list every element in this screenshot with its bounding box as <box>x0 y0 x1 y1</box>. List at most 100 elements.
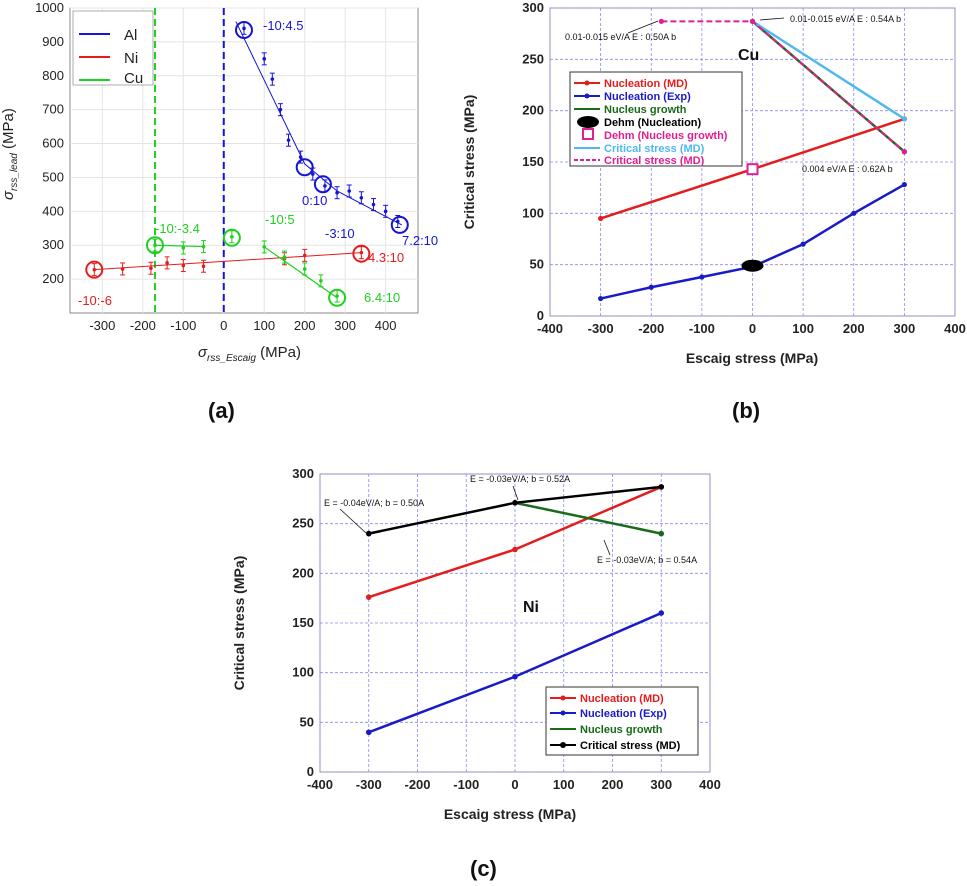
c-point-0 <box>512 546 518 553</box>
c-x-tick-label: 200 <box>602 777 624 792</box>
c-point-3 <box>512 500 518 506</box>
a-y-tick-label: 500 <box>42 169 64 184</box>
ticks-c: -400 -300 -200 -100 0 100 200 300 400 0 50 100 150 20… <box>292 466 721 792</box>
b-point-1 <box>598 295 604 302</box>
a-y-tick-label: 600 <box>42 136 64 151</box>
a-y-tick-label: 400 <box>42 203 64 218</box>
c-x-tick-label: -200 <box>404 777 430 792</box>
b-x-tick-label: 400 <box>944 321 966 336</box>
a-x-tick-label: 400 <box>375 318 397 333</box>
annotation-a-cu-2: -10:5 <box>265 212 295 227</box>
c-point-0 <box>365 594 372 600</box>
c-y-tick-label: 250 <box>292 516 314 531</box>
a-point-al <box>310 172 315 176</box>
c-point-1 <box>512 673 518 680</box>
a-point-ni <box>165 261 169 265</box>
legend-a: Al Ni Cu <box>72 10 154 87</box>
b-marker-dehm-nucleation <box>741 259 764 272</box>
a-point-al <box>335 190 339 195</box>
c-point-1 <box>365 729 372 736</box>
b-point-5 <box>901 116 907 122</box>
a-point-al <box>298 155 303 159</box>
legend-a-ni: Ni <box>124 50 138 67</box>
series-b <box>598 18 907 302</box>
a-highlight-circle-al <box>313 175 332 194</box>
a-highlight-circle-cu <box>145 236 164 255</box>
legend-c-item-3: Nucleus growth <box>580 724 663 736</box>
y-axis-label-c: Critical stress (MPa) <box>231 556 247 691</box>
a-highlight-circle-al <box>235 21 253 40</box>
c-y-tick-label: 300 <box>292 466 314 481</box>
a-point-al <box>347 189 352 193</box>
annotation-a-cu-3: 6.4:10 <box>364 290 400 305</box>
annotation-a-cu-1: -10:-3.4 <box>155 221 200 236</box>
b-x-tick-label: -300 <box>588 321 614 336</box>
c-x-tick-label: 100 <box>553 777 575 792</box>
legend-c-item-1: Nucleation (MD) <box>580 693 664 705</box>
a-y-tick-label: 900 <box>42 34 64 49</box>
a-y-tick-label: 800 <box>42 68 64 83</box>
annotations-a: -10:4.5 -3:10 0:10 7.2:10 -10:-3.4 -10:5… <box>78 18 438 308</box>
a-point-al <box>242 26 246 31</box>
b-y-tick-label: 250 <box>522 51 544 66</box>
annotation-a-ni-2: 4.3:10 <box>368 250 404 265</box>
b-point-1 <box>851 210 857 216</box>
legend-b-item-4: Dehm (Nucleation) <box>604 117 702 129</box>
annotation-b-1: 0.01-0.015 eV/A E : 0.50A b <box>565 32 676 42</box>
b-point-6 <box>749 18 756 24</box>
a-point-ni <box>201 264 206 269</box>
c-y-tick-label: 50 <box>300 714 314 729</box>
a-point-al <box>383 209 388 214</box>
vertical-lines-a <box>153 8 225 313</box>
a-point-cu <box>181 246 186 250</box>
chart-c: -400 -300 -200 -100 0 100 200 300 400 0 50 100 150 20… <box>231 466 721 881</box>
a-x-tick-label: 300 <box>334 318 356 333</box>
b-y-tick-label: 150 <box>522 154 544 169</box>
a-x-tick-label: 100 <box>253 318 275 333</box>
b-y-tick-label: 0 <box>537 308 544 323</box>
a-point-cu <box>230 234 234 239</box>
b-point-1 <box>800 241 806 247</box>
a-highlight-circle-cu <box>222 228 241 247</box>
legend-b-item-1: Nucleation (MD) <box>604 78 688 90</box>
a-point-cu <box>319 279 323 283</box>
a-point-ni <box>149 266 153 271</box>
x-axis-label-c: Escaig stress (MPa) <box>444 806 576 822</box>
b-x-tick-label: 200 <box>843 321 865 336</box>
a-point-ni <box>302 253 307 258</box>
y-axis-label-a: σrss_lead (MPa) <box>0 108 20 200</box>
a-x-tick-label: -300 <box>89 318 115 333</box>
b-point-1 <box>901 181 907 188</box>
a-highlight-circle-al <box>295 158 314 177</box>
legend-b: Nucleation (MD) Nucleation (Exp) Nucleus… <box>569 71 743 167</box>
legend-b-item-5: Dehm (Nucleus growth) <box>604 130 728 142</box>
b-point-0 <box>598 215 604 222</box>
panel-label-b: (b) <box>732 398 760 423</box>
panel-label-a: (a) <box>208 398 235 423</box>
annotation-a-ni-1: -10:-6 <box>78 293 112 308</box>
a-point-cu <box>282 255 287 259</box>
c-point-3 <box>365 530 372 537</box>
a-fit-line-cu-2 <box>263 246 338 299</box>
c-x-tick-label: -400 <box>307 777 333 792</box>
a-fit-line-ni <box>94 252 362 271</box>
a-point-al <box>359 195 364 200</box>
annotation-a-al-2: -3:10 <box>325 226 355 241</box>
b-point-6 <box>658 18 664 24</box>
b-y-tick-label: 200 <box>522 103 544 118</box>
c-y-tick-label: 0 <box>307 764 314 779</box>
a-point-ni <box>120 267 125 271</box>
legend-a-cu: Cu <box>124 70 143 87</box>
a-point-al <box>278 107 283 112</box>
annotation-a-al-1: -10:4.5 <box>263 18 303 33</box>
legend-a-al: Al <box>124 27 137 44</box>
a-point-cu <box>201 244 206 249</box>
legend-c-item-4: Critical stress (MD) <box>580 740 681 752</box>
b-y-tick-label: 50 <box>530 257 544 272</box>
a-x-tick-label: 0 <box>220 318 227 333</box>
b-point-1 <box>648 284 654 290</box>
b-x-tick-label: 100 <box>792 321 814 336</box>
inner-label-b: Cu <box>738 47 759 64</box>
legend-b-item-3: Nucleus growth <box>604 104 687 116</box>
